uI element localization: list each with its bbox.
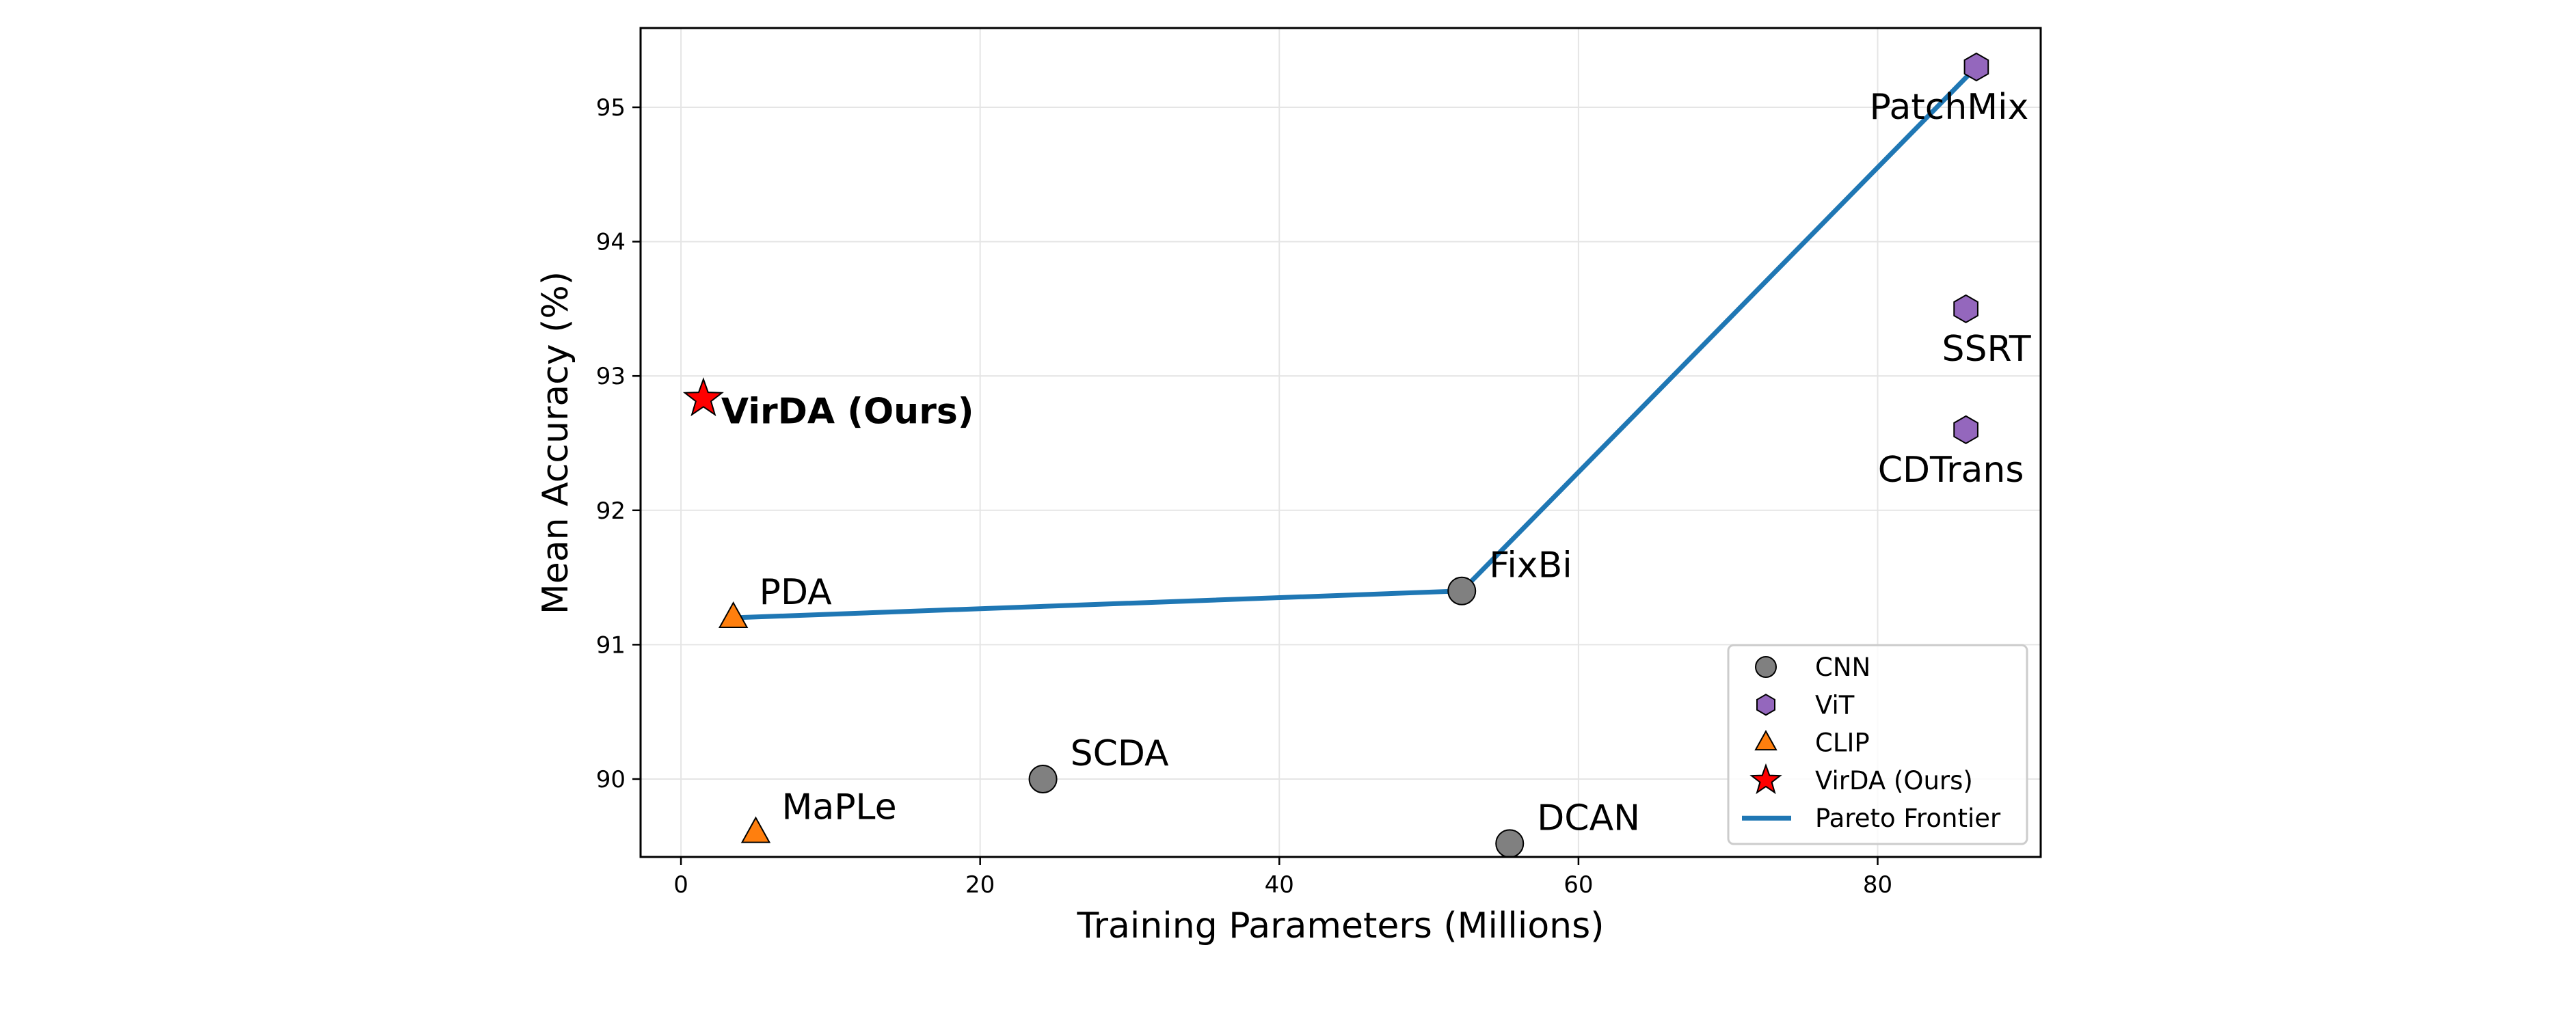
data-points: VirDA (Ours) PDA MaPLe SCDA FixBi DCAN PatchMi… (682, 52, 2031, 858)
legend-label: VirDA (Ours) (1815, 766, 1973, 795)
axis-ticks: 0 20 40 60 80 90 91 92 93 94 95 (596, 94, 1892, 899)
x-tick-label: 40 (1265, 871, 1294, 899)
point-patchmix (1963, 52, 1989, 82)
point-label-maple: MaPLe (781, 787, 896, 828)
legend-star-icon (1749, 763, 1782, 795)
x-tick-label: 20 (965, 871, 995, 899)
point-virda-ours (682, 377, 724, 417)
point-label-fixbi: FixBi (1489, 545, 1572, 586)
x-tick-label: 80 (1863, 871, 1892, 899)
point-ssrt (1953, 294, 1978, 324)
point-label-cdtrans: CDTrans (1878, 450, 2024, 491)
x-tick-label: 0 (673, 871, 688, 899)
legend-label: CLIP (1815, 728, 1870, 758)
y-tick-label: 91 (596, 631, 626, 659)
legend-triangle-icon (1754, 730, 1777, 751)
point-label-patchmix: PatchMix (1869, 87, 2028, 128)
y-tick-label: 95 (596, 94, 626, 122)
y-tick-label: 93 (596, 363, 626, 390)
plot-frame (639, 27, 2042, 858)
point-pda (718, 601, 749, 629)
y-tick-label: 92 (596, 497, 626, 525)
point-label-ssrt: SSRT (1942, 329, 2031, 370)
y-tick-label: 94 (596, 229, 626, 256)
point-label-scda: SCDA (1071, 733, 1169, 774)
point-label-dcan: DCAN (1537, 798, 1640, 839)
point-fixbi (1447, 576, 1477, 605)
legend-label: ViT (1815, 690, 1855, 720)
point-scda (1028, 764, 1058, 793)
y-tick-label: 90 (596, 766, 626, 793)
x-tick-label: 60 (1564, 871, 1593, 899)
legend-label: Pareto Frontier (1815, 804, 2001, 833)
point-cdtrans (1953, 415, 1978, 444)
pareto-frontier (733, 65, 1978, 621)
legend-circle-icon (1755, 656, 1777, 678)
point-label-pda: PDA (760, 572, 832, 613)
point-label-virda-ours: VirDA (Ours) (721, 392, 974, 433)
point-dcan (1495, 829, 1525, 858)
legend: CNN ViT CLIP VirDA (Ours) Pareto Frontier (1727, 644, 2028, 845)
pareto-frontier-line (733, 65, 1978, 621)
legend-frame (1727, 644, 2028, 845)
x-axis-label: Training Parameters (Millions) (1077, 905, 1605, 946)
legend-label: CNN (1815, 653, 1870, 682)
legend-hexagon-icon (1756, 694, 1775, 716)
point-maple (740, 816, 771, 843)
y-axis-label: Mean Accuracy (%) (535, 271, 576, 614)
